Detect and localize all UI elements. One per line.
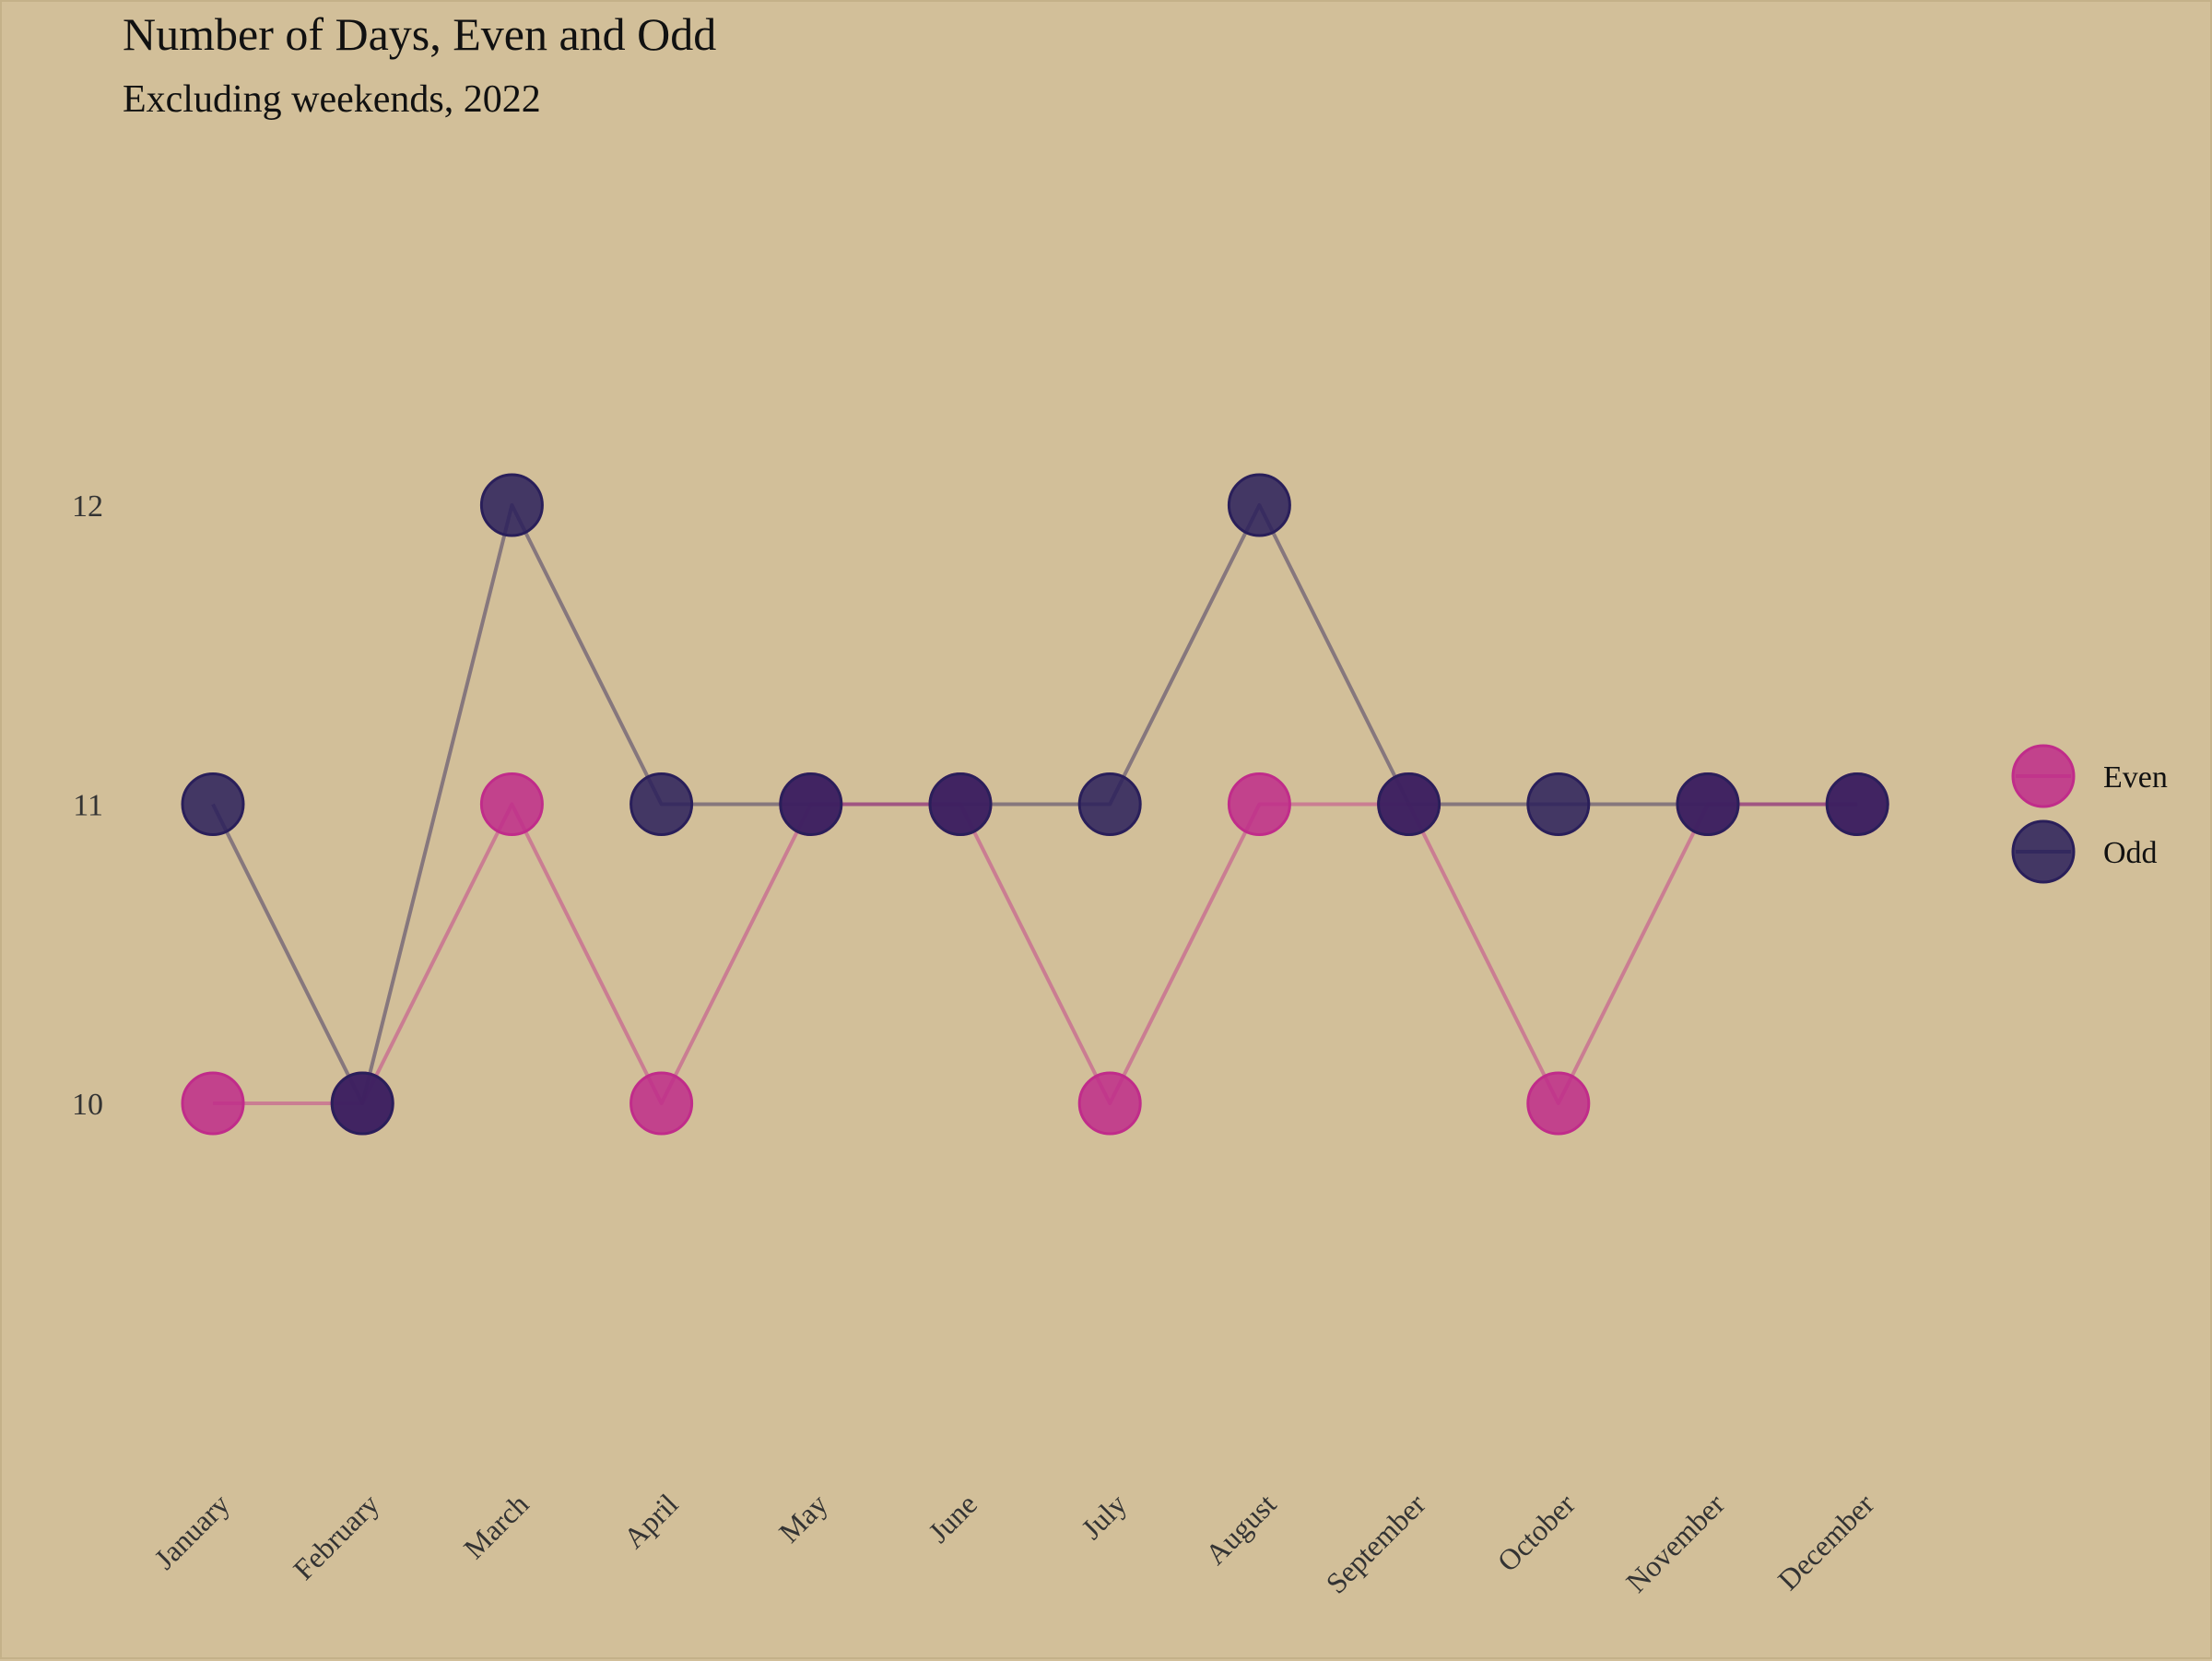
point-odd-october (1526, 772, 1591, 836)
point-odd-june (928, 772, 993, 836)
series-lines (211, 503, 1858, 1105)
point-even-april (629, 1071, 694, 1136)
chart-subtitle: Excluding weekends, 2022 (123, 78, 541, 121)
point-odd-november (1676, 772, 1740, 836)
point-even-january (181, 1071, 245, 1136)
x-axis-ticks: January February March April May June July Augu… (147, 1487, 1880, 1599)
y-axis-ticks: 10 11 12 (72, 489, 103, 1122)
x-tick-label-may: May (772, 1487, 834, 1549)
x-tick-label-december: December (1771, 1487, 1881, 1596)
series-points (181, 473, 1889, 1136)
point-odd-january (181, 772, 245, 836)
point-odd-may (779, 772, 843, 836)
point-even-august (1227, 772, 1291, 836)
legend-label-even: Even (2103, 760, 2168, 795)
chart-title: Number of Days, Even and Odd (123, 8, 717, 60)
x-tick-label-september: September (1319, 1487, 1431, 1599)
point-odd-april (629, 772, 694, 836)
x-tick-label-june: June (922, 1487, 983, 1549)
legend-item-even: Even (2011, 744, 2168, 808)
point-even-october (1526, 1071, 1591, 1136)
y-tick-label-10: 10 (72, 1088, 103, 1122)
line-odd (211, 503, 1858, 1105)
point-even-july (1077, 1071, 1142, 1136)
point-odd-august (1227, 473, 1291, 537)
x-tick-label-august: August (1199, 1487, 1283, 1571)
point-odd-december (1825, 772, 1889, 836)
legend-label-odd: Odd (2103, 836, 2158, 870)
point-odd-september (1377, 772, 1441, 836)
x-tick-label-july: July (1075, 1487, 1133, 1545)
legend: Even Odd (2011, 744, 2168, 884)
x-tick-label-november: November (1619, 1487, 1731, 1598)
y-tick-label-12: 12 (72, 489, 103, 524)
x-tick-label-february: February (287, 1487, 385, 1585)
line-even (213, 802, 1858, 1105)
x-tick-label-january: January (147, 1487, 236, 1575)
point-odd-march (479, 473, 544, 537)
legend-item-odd: Odd (2011, 819, 2158, 884)
point-odd-february (330, 1071, 394, 1136)
point-odd-july (1077, 772, 1142, 836)
point-even-march (479, 772, 544, 836)
x-tick-label-october: October (1490, 1487, 1582, 1578)
y-tick-label-11: 11 (73, 789, 103, 823)
x-tick-label-april: April (617, 1487, 684, 1554)
x-tick-label-march: March (457, 1487, 535, 1565)
